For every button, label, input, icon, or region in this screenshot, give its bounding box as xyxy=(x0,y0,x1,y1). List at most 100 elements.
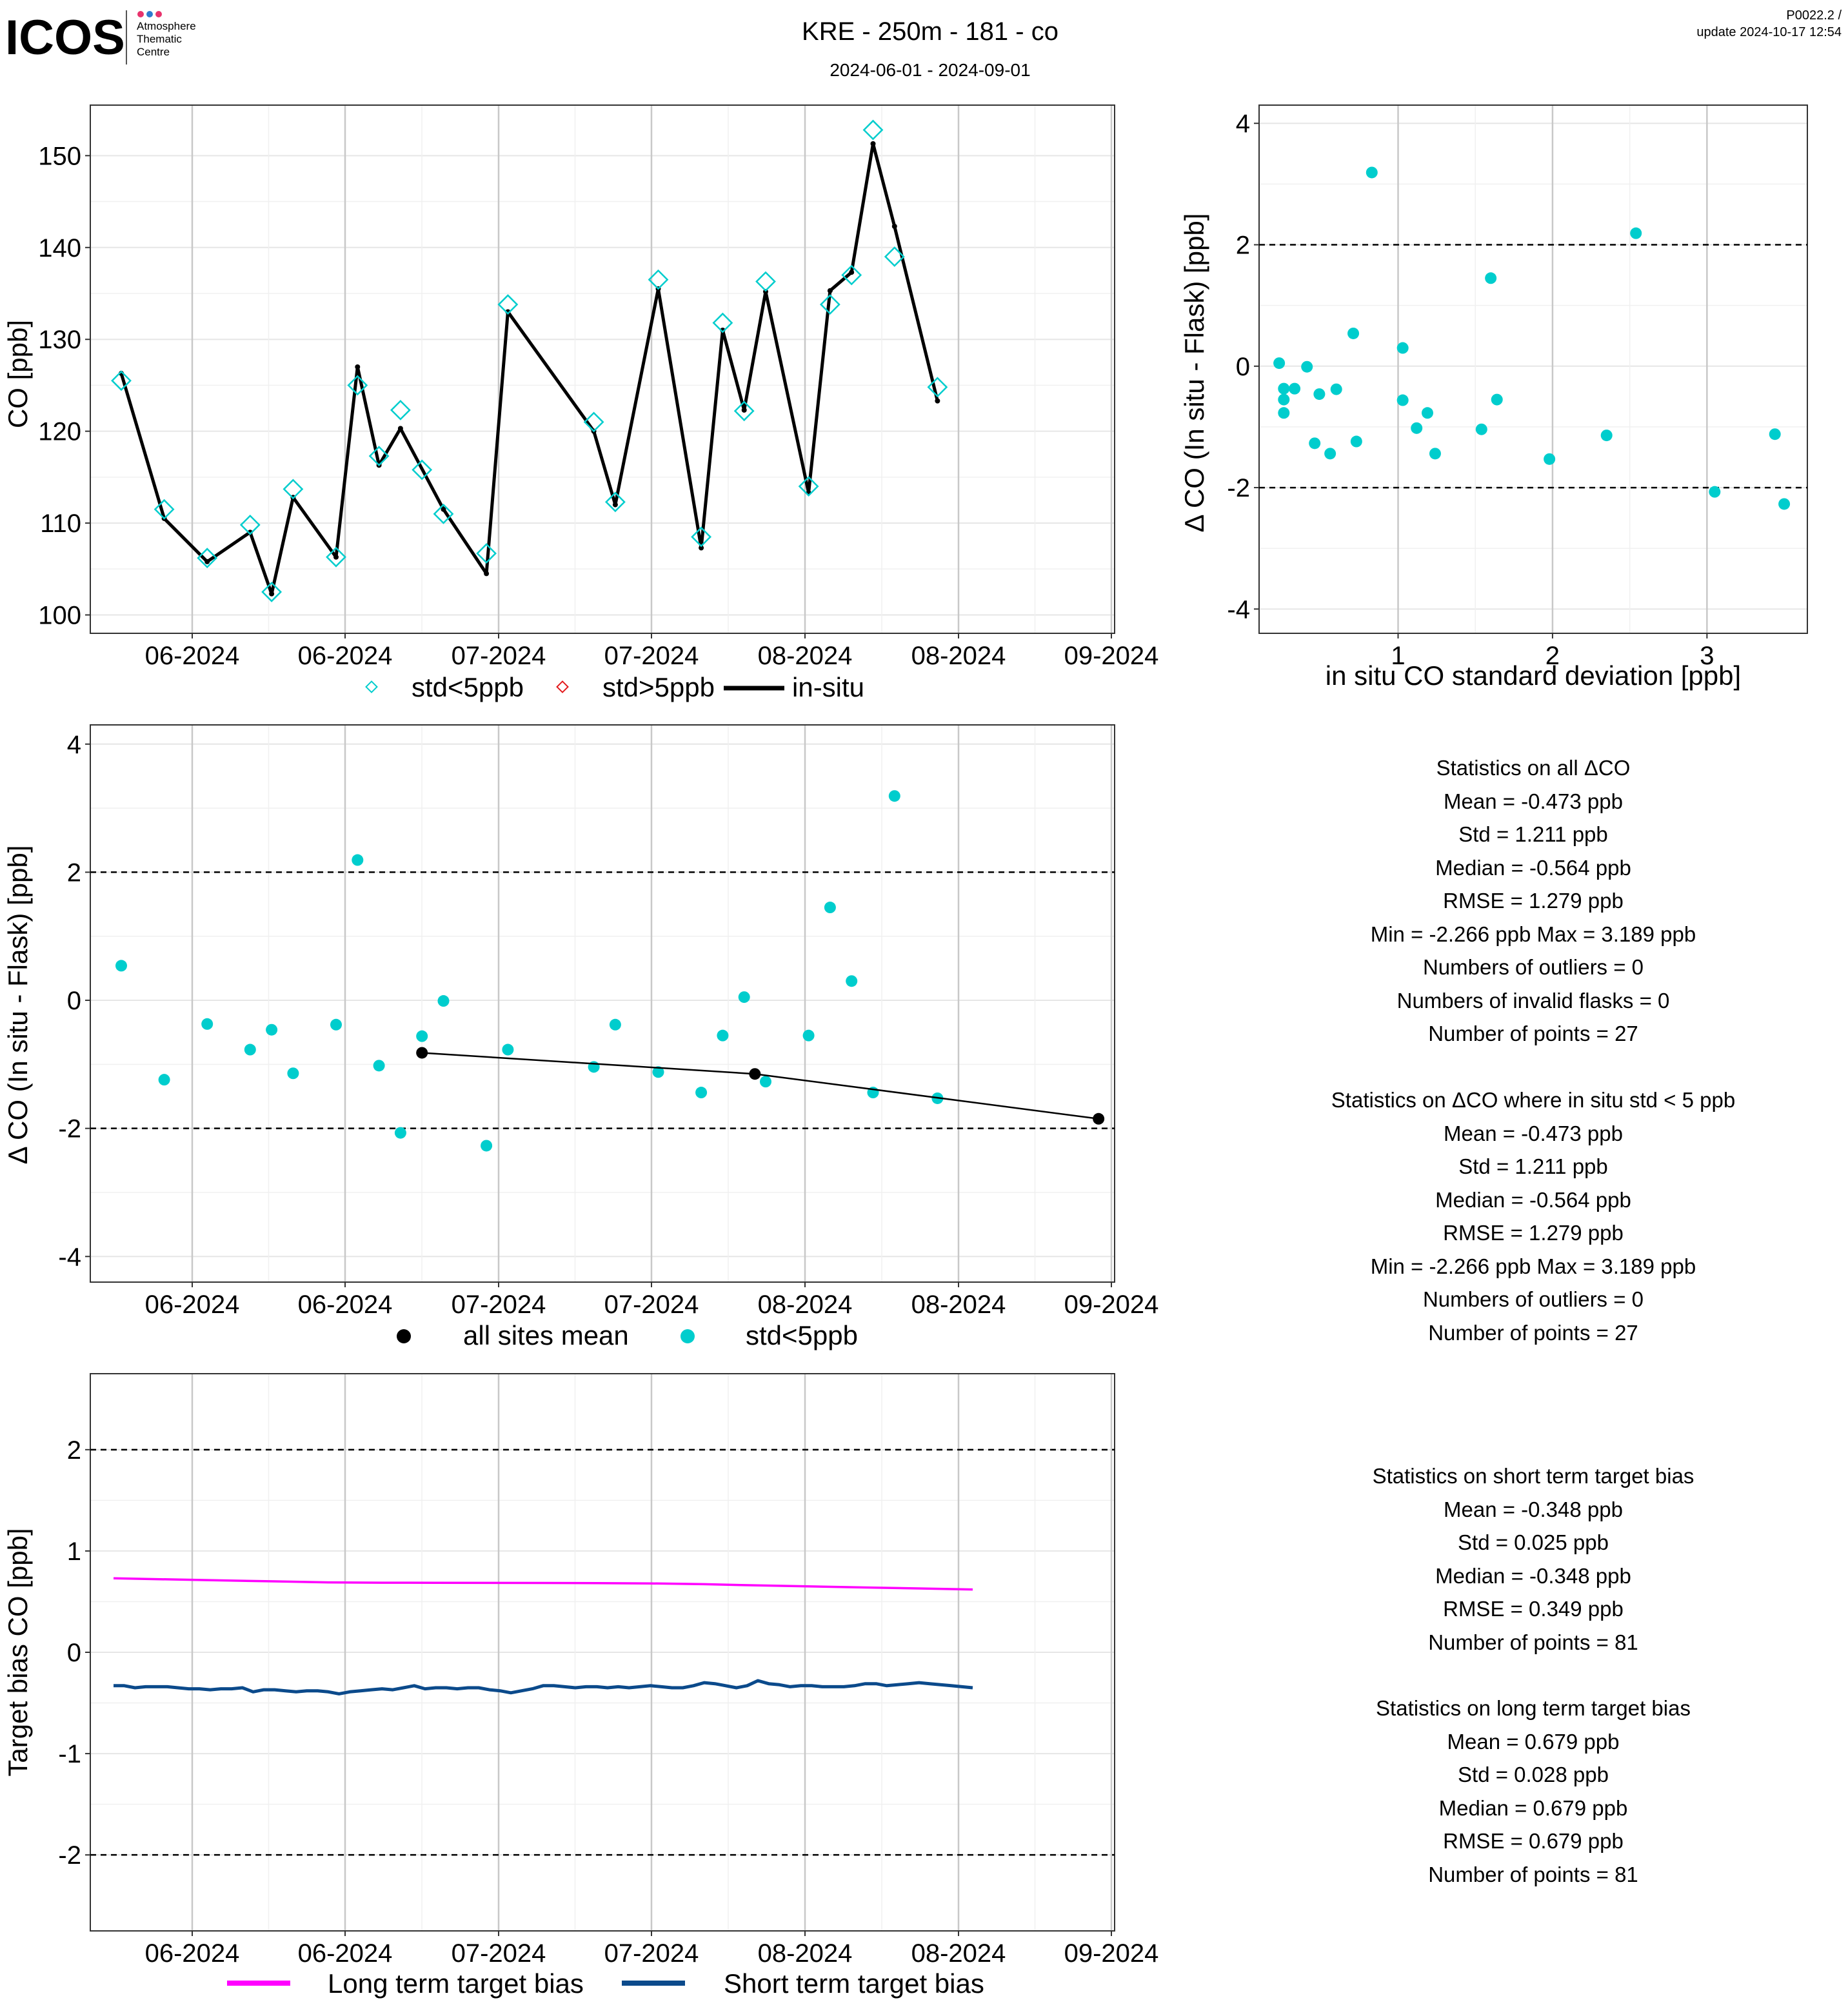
delta-point xyxy=(437,995,450,1007)
stats-short-rmse: RMSE = 0.349 ppb xyxy=(1443,1597,1624,1621)
flask-marker xyxy=(583,411,604,433)
scatter-border xyxy=(1258,104,1808,634)
insitu-point xyxy=(441,506,446,512)
page-title: KRE - 250m - 181 - co xyxy=(802,17,1058,46)
timeseries-ylabel: CO [ppb] xyxy=(3,320,33,428)
delta-point xyxy=(416,1030,428,1042)
scatter-point xyxy=(1324,448,1336,460)
target-bias-xtick-label: 08-2024 xyxy=(911,1939,1006,1968)
legend-flask-bad-marker xyxy=(556,680,569,693)
target-bias-ytick-label: -1 xyxy=(58,1740,81,1768)
stats-std5-std: Std = 1.211 ppb xyxy=(1458,1154,1608,1178)
delta-point xyxy=(352,854,364,866)
flask-marker xyxy=(819,294,840,315)
logo-text: ICOS xyxy=(5,10,125,65)
delta-time-ytick-label: -2 xyxy=(58,1115,81,1143)
scatter-point xyxy=(1709,486,1721,498)
long-term-bias-line xyxy=(113,1577,973,1591)
insitu-point xyxy=(741,407,747,413)
insitu-point xyxy=(484,571,490,577)
flask-marker xyxy=(239,515,261,535)
legend-std-lt5: std<5ppb xyxy=(412,672,524,702)
stats-std5-outliers: Numbers of outliers = 0 xyxy=(1423,1287,1644,1311)
timeseries-ytick-label: 150 xyxy=(38,142,81,170)
scatter-ytick-label: 4 xyxy=(1236,110,1250,138)
scatter-bg xyxy=(1259,105,1807,633)
target-bias-xtick-label: 07-2024 xyxy=(604,1939,699,1968)
timeseries-xtick-label: 08-2024 xyxy=(911,642,1006,670)
timeseries-ytick-label: 110 xyxy=(40,509,81,538)
stats-all-median: Median = -0.564 ppb xyxy=(1435,856,1631,880)
scatter-point xyxy=(1289,382,1301,395)
logo-dot-icon xyxy=(146,11,153,17)
flask-marker xyxy=(197,548,218,569)
legend-std-gt5: std>5ppb xyxy=(602,672,715,702)
delta-point xyxy=(717,1029,729,1042)
stats-short-block: Statistics on short term target bias Mea… xyxy=(1373,1464,1694,1654)
target-bias-ytick-label: 0 xyxy=(67,1639,81,1667)
flask-marker xyxy=(261,581,283,602)
insitu-point xyxy=(870,141,876,146)
flask-marker xyxy=(433,503,454,524)
insitu-point xyxy=(891,224,897,230)
timeseries-panel: 100 110 120 130 140 150 06-2024 06-2024 07-2024 0… xyxy=(38,104,1158,670)
scatter-point xyxy=(1278,393,1290,406)
icos-logo: ICOS Atmosphere Thematic Centre xyxy=(5,10,196,65)
insitu-point xyxy=(269,591,275,597)
scatter-point xyxy=(1544,453,1556,465)
delta-time-ytick-label: 0 xyxy=(67,987,81,1015)
legend-std-lt5-b: std<5ppb xyxy=(746,1320,858,1350)
scatter-xtick-label: 3 xyxy=(1700,642,1714,670)
stats-std5-mean: Mean = -0.473 ppb xyxy=(1444,1122,1623,1145)
delta-time-xtick-label: 08-2024 xyxy=(911,1290,1006,1319)
flask-marker xyxy=(326,546,346,568)
logo-subtitle-3: Centre xyxy=(137,46,170,58)
stats-std5-block: Statistics on ΔCO where in situ std < 5 … xyxy=(1331,1088,1735,1345)
stats-std5-minmax: Min = -2.266 ppb Max = 3.189 ppb xyxy=(1371,1254,1696,1278)
delta-point xyxy=(846,975,858,987)
timeseries-bg xyxy=(90,105,1115,633)
insitu-point xyxy=(699,545,704,551)
insitu-point xyxy=(827,288,833,293)
stats-long-mean: Mean = 0.679 ppb xyxy=(1447,1730,1620,1754)
target-bias-ytick-label: -2 xyxy=(58,1841,81,1870)
scatter-point xyxy=(1421,407,1433,419)
flask-marker xyxy=(733,400,755,422)
stats-short-std: Std = 0.025 ppb xyxy=(1458,1530,1609,1554)
scatter-point xyxy=(1301,361,1313,373)
update-label: update 2024-10-17 12:54 xyxy=(1696,25,1842,39)
scatter-xtick-label: 1 xyxy=(1391,642,1405,670)
scatter-point xyxy=(1475,423,1487,435)
insitu-point xyxy=(935,398,940,404)
stats-short-title: Statistics on short term target bias xyxy=(1373,1464,1694,1488)
timeseries-border xyxy=(90,104,1115,634)
stats-std5-title: Statistics on ΔCO where in situ std < 5 … xyxy=(1331,1088,1735,1112)
delta-point xyxy=(394,1127,406,1139)
delta-time-border xyxy=(90,724,1115,1283)
scatter-point xyxy=(1769,428,1781,440)
delta-point xyxy=(802,1029,815,1042)
flask-marker xyxy=(111,370,132,391)
scatter-point xyxy=(1630,227,1642,239)
target-bias-xtick-label: 08-2024 xyxy=(758,1939,853,1968)
insitu-point xyxy=(849,270,855,275)
all-sites-mean-point xyxy=(416,1047,428,1059)
target-bias-panel: -2 -1 0 1 2 06-2024 06-2024 07-2024 07-2024 08-20… xyxy=(58,1373,1158,1968)
insitu-point xyxy=(397,426,403,431)
delta-time-ylabel: Δ CO (In situ - Flask) [ppb] xyxy=(3,845,33,1165)
stats-std5-points: Number of points = 27 xyxy=(1428,1321,1638,1345)
stats-all-block: Statistics on all ΔCO Mean = -0.473 ppb … xyxy=(1371,756,1696,1045)
target-bias-xtick-label: 07-2024 xyxy=(452,1939,546,1968)
delta-point xyxy=(502,1043,514,1056)
scatter-ytick-label: 2 xyxy=(1236,232,1250,260)
scatter-ytick-label: 0 xyxy=(1236,353,1250,381)
insitu-point xyxy=(355,364,361,370)
delta-point xyxy=(760,1076,771,1088)
scatter-ytick-label: -4 xyxy=(1227,595,1250,624)
target-bias-ytick-label: 2 xyxy=(67,1436,81,1465)
stats-all-minmax: Min = -2.266 ppb Max = 3.189 ppb xyxy=(1371,922,1696,946)
insitu-point xyxy=(612,502,618,508)
scatter-point xyxy=(1491,393,1503,406)
target-bias-xtick-label: 06-2024 xyxy=(145,1939,240,1968)
